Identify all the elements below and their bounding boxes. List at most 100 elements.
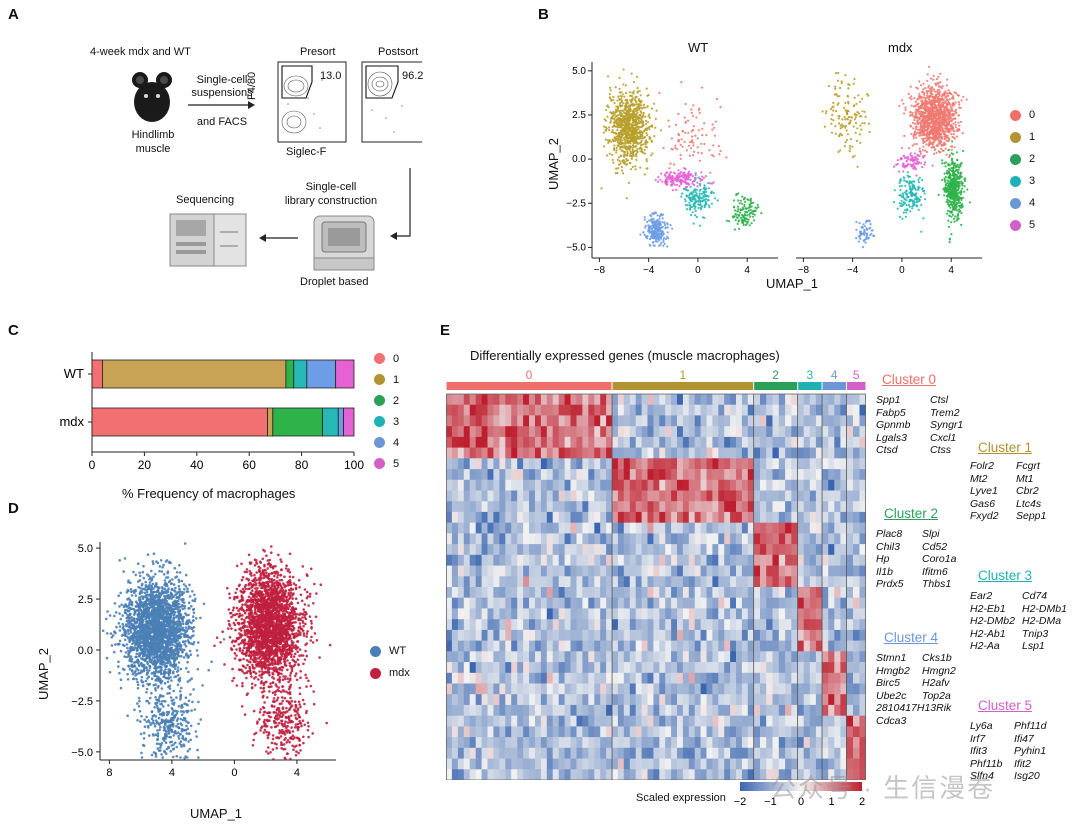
point bbox=[612, 124, 616, 127]
point bbox=[920, 95, 923, 98]
point bbox=[938, 94, 941, 97]
point bbox=[953, 220, 956, 223]
point bbox=[696, 185, 699, 188]
point bbox=[138, 625, 141, 629]
point bbox=[140, 657, 143, 660]
point bbox=[669, 180, 672, 183]
point bbox=[902, 170, 905, 173]
point bbox=[638, 114, 641, 117]
point bbox=[929, 142, 932, 146]
point bbox=[613, 117, 616, 120]
point bbox=[618, 138, 622, 141]
point bbox=[950, 181, 953, 184]
point bbox=[871, 229, 874, 232]
point bbox=[609, 89, 612, 92]
point bbox=[645, 158, 648, 161]
arrow-right-icon bbox=[188, 101, 255, 109]
point bbox=[963, 190, 966, 193]
point bbox=[121, 614, 124, 617]
point bbox=[912, 127, 915, 130]
point bbox=[960, 175, 963, 178]
point bbox=[689, 178, 692, 181]
point bbox=[678, 185, 681, 188]
point bbox=[656, 227, 659, 231]
point bbox=[733, 209, 737, 212]
hindlimb-muscle-label: Hindlimb muscle bbox=[131, 129, 175, 155]
point bbox=[944, 127, 947, 130]
point bbox=[623, 124, 626, 127]
point bbox=[150, 753, 154, 757]
point bbox=[160, 687, 164, 690]
point bbox=[675, 123, 678, 126]
point bbox=[961, 132, 964, 135]
point bbox=[925, 139, 928, 142]
point bbox=[938, 128, 942, 131]
point bbox=[893, 189, 896, 192]
point bbox=[915, 197, 918, 200]
point bbox=[631, 123, 634, 127]
point bbox=[855, 102, 858, 105]
point bbox=[627, 113, 630, 116]
point bbox=[679, 178, 682, 181]
point bbox=[158, 569, 161, 573]
point bbox=[743, 219, 746, 222]
point bbox=[851, 145, 854, 148]
point bbox=[638, 103, 641, 106]
point bbox=[843, 116, 846, 119]
point bbox=[615, 132, 618, 135]
point bbox=[621, 172, 625, 175]
point bbox=[645, 119, 648, 122]
point bbox=[665, 176, 668, 180]
point bbox=[652, 102, 656, 105]
point bbox=[628, 154, 631, 157]
point bbox=[694, 191, 697, 194]
bar-segment-1 bbox=[102, 359, 287, 389]
point bbox=[709, 182, 712, 185]
point bbox=[854, 121, 858, 125]
point bbox=[657, 176, 660, 179]
point bbox=[904, 208, 907, 212]
point bbox=[620, 95, 623, 98]
point bbox=[944, 186, 947, 189]
point bbox=[957, 171, 960, 174]
point bbox=[651, 152, 654, 155]
point bbox=[681, 145, 684, 148]
point bbox=[951, 162, 954, 165]
point bbox=[643, 136, 646, 139]
point bbox=[910, 98, 913, 101]
point bbox=[925, 120, 928, 123]
point bbox=[630, 100, 633, 104]
point bbox=[910, 194, 913, 198]
point bbox=[860, 233, 863, 236]
point bbox=[943, 137, 946, 141]
legend-item: 0 bbox=[374, 348, 434, 369]
point bbox=[845, 129, 848, 132]
point bbox=[618, 160, 621, 163]
point bbox=[154, 733, 158, 736]
x-tick-label: 4 bbox=[169, 767, 175, 779]
point bbox=[154, 572, 157, 576]
point bbox=[629, 142, 632, 145]
point bbox=[657, 225, 660, 228]
point bbox=[953, 189, 956, 193]
point bbox=[950, 93, 953, 96]
point bbox=[643, 173, 646, 176]
point bbox=[924, 128, 927, 131]
point bbox=[691, 193, 694, 196]
point bbox=[922, 137, 925, 140]
point bbox=[605, 108, 608, 112]
point bbox=[693, 188, 696, 191]
point bbox=[627, 181, 631, 184]
point bbox=[903, 112, 906, 115]
bar-segment-1 bbox=[267, 407, 274, 437]
point bbox=[630, 168, 633, 171]
point bbox=[859, 230, 862, 233]
point bbox=[655, 109, 658, 112]
umap-b-ylabel: UMAP_2 bbox=[546, 137, 561, 190]
point bbox=[938, 102, 941, 105]
point bbox=[935, 108, 938, 111]
point bbox=[904, 108, 907, 111]
point bbox=[663, 237, 666, 240]
point bbox=[945, 98, 948, 101]
bar-segment-4 bbox=[337, 407, 344, 437]
